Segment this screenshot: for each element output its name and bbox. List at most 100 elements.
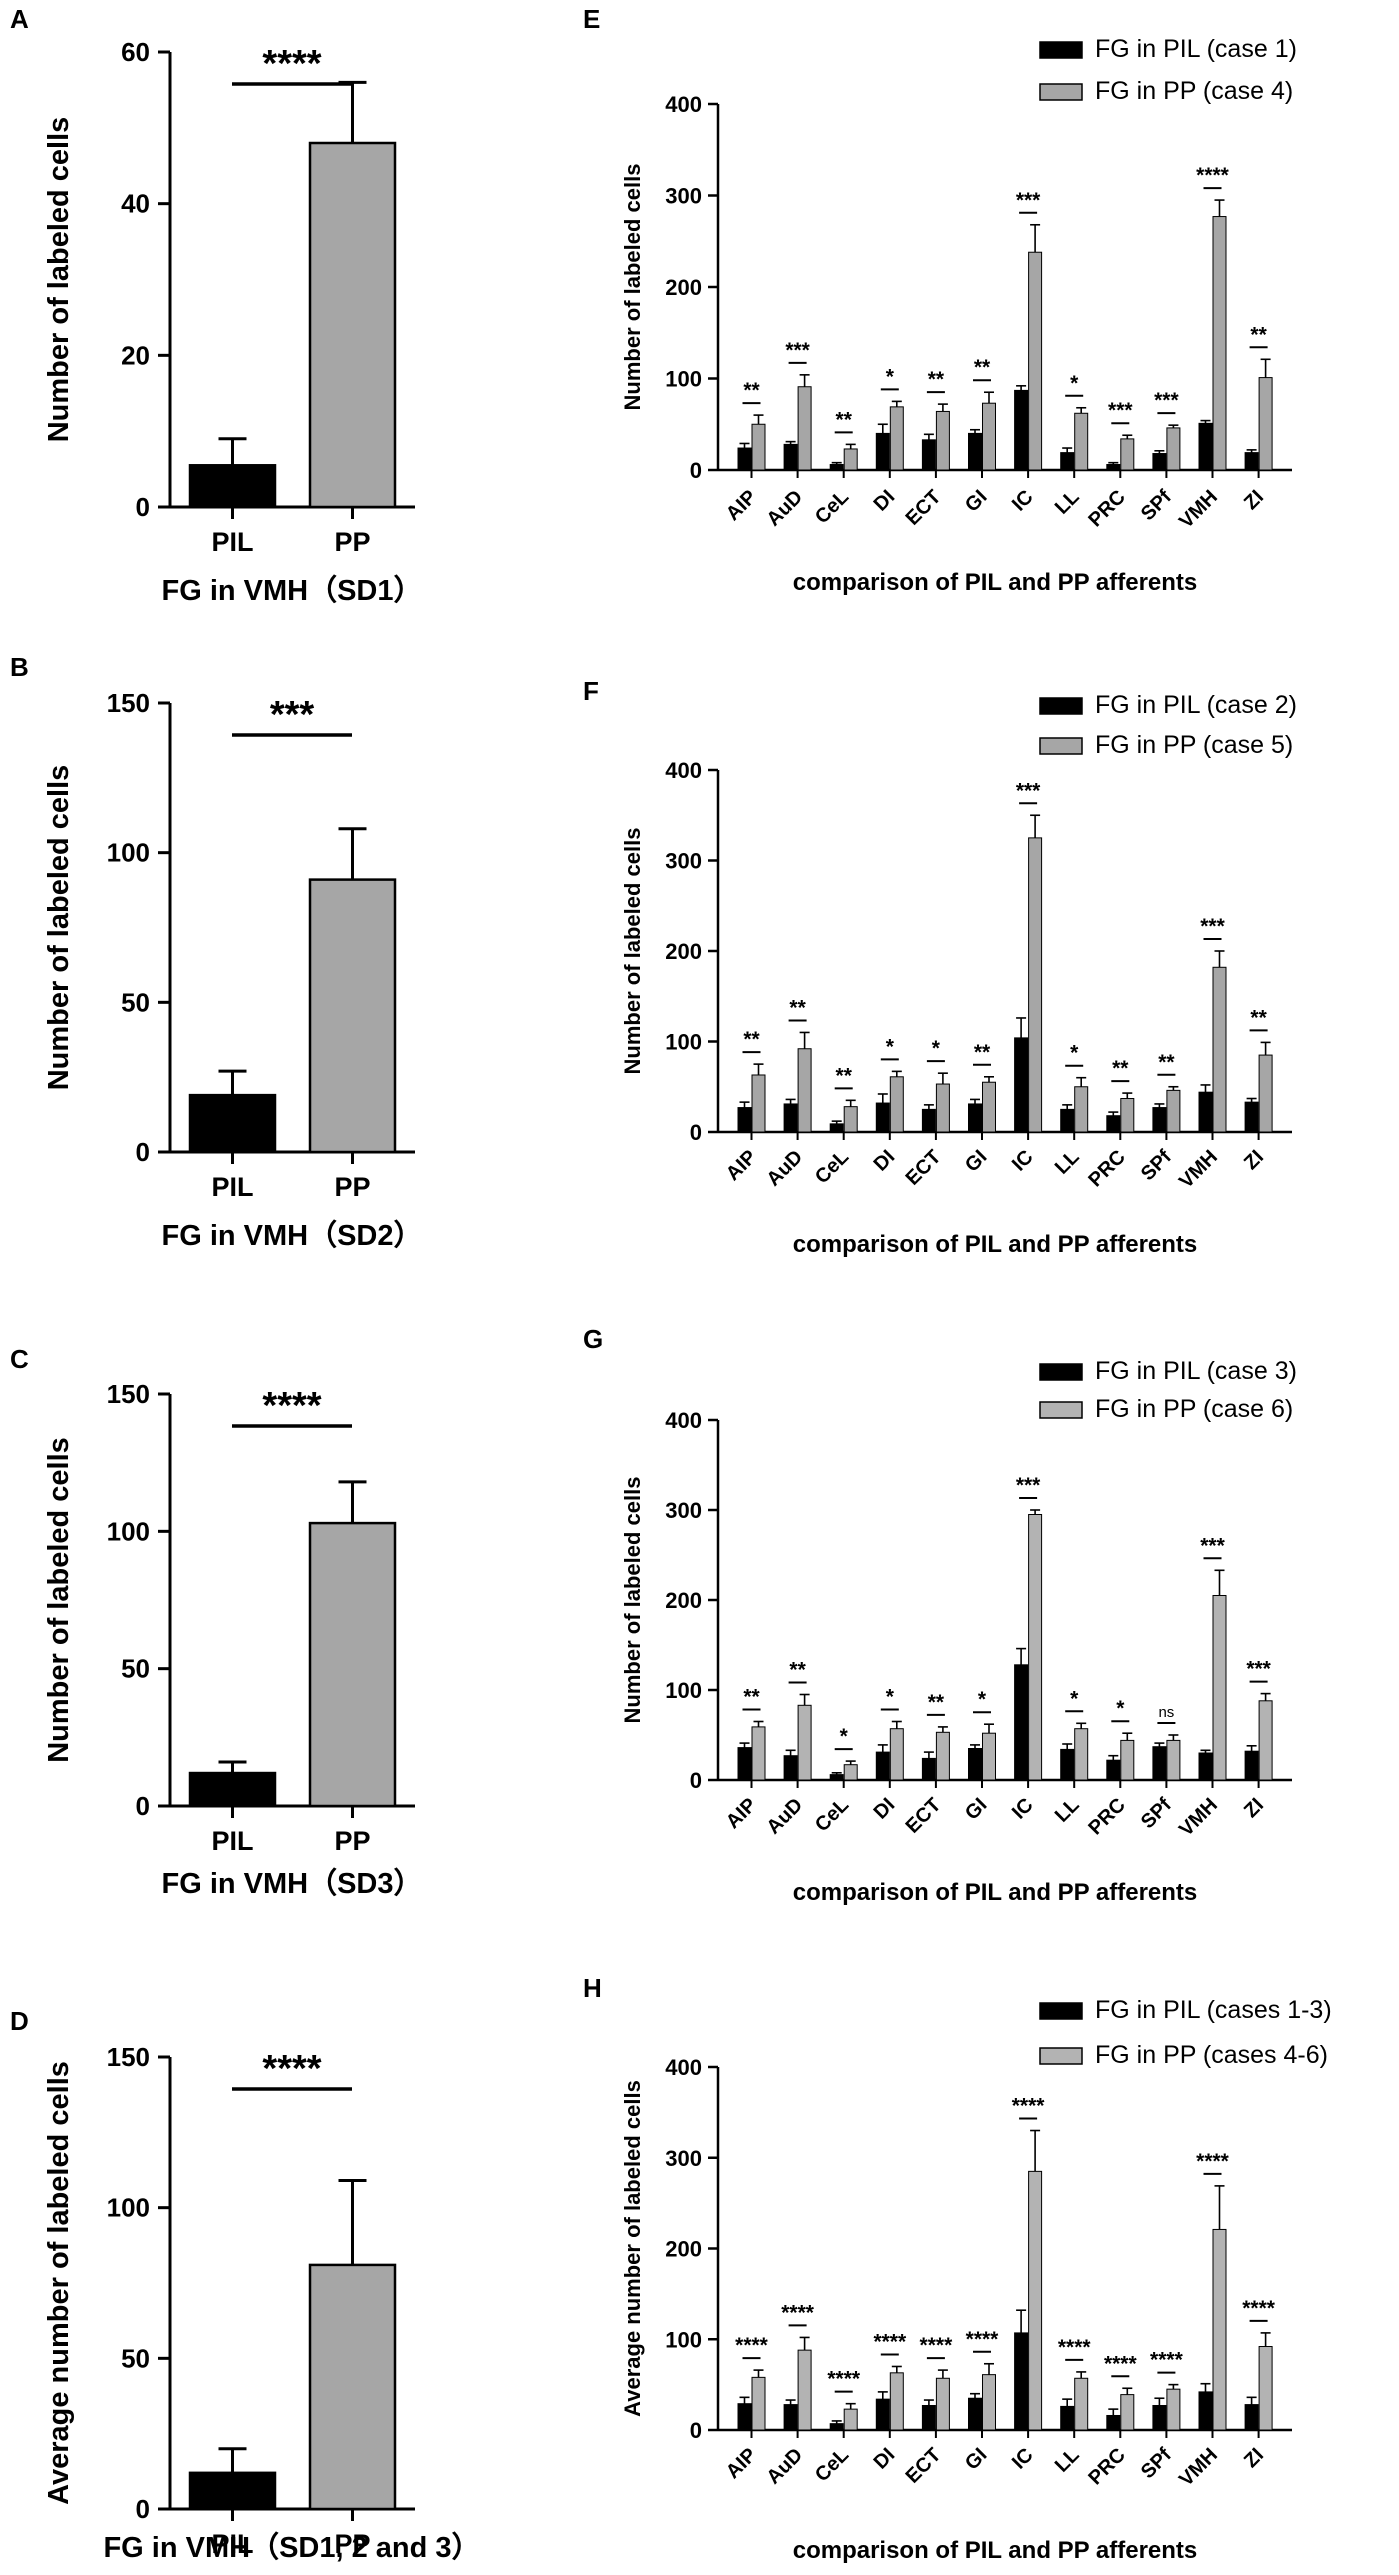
x-tick-label: PIL [211,1172,253,1202]
bar-vmh-pil [1198,2391,1213,2431]
x-tick-label: GI [961,1146,991,1176]
bar-ic-pp [1028,1514,1043,1781]
x-tick-label: GI [961,486,991,516]
significance-stars: *** [1200,1534,1225,1557]
significance-stars: *** [1108,399,1133,422]
bar-aip-pp [751,423,766,471]
bar-ll-pil [1060,452,1075,471]
significance-stars: **** [735,2334,769,2357]
bar-gi-pp [982,2374,996,2431]
panel-letter: B [10,652,29,682]
x-tick-label: PRC [1084,1146,1129,1191]
bar-cel-pp [843,448,858,471]
panel-e: E FG in PIL (case 1) FG in PP (case 4) 0 100… [583,4,1297,596]
bar-ect-pil [921,2404,936,2431]
significance-stars: **** [1196,2150,1230,2173]
y-tick-label: 0 [136,2494,150,2524]
x-tick-label: DI [870,2444,900,2474]
x-tick-label: SPf [1137,1146,1176,1185]
significance-stars: * [932,1037,941,1060]
legend-label: FG in PIL (case 2) [1095,691,1297,719]
x-tick-label: SPf [1137,2444,1176,2483]
legend-swatch [1039,737,1083,755]
x-tick-label: DI [870,486,900,516]
significance-stars: **** [1012,2095,1046,2118]
bar-spf-pil [1152,453,1167,471]
significance-stars: ** [743,1686,760,1709]
bar-ic-pil [1014,2332,1029,2431]
y-tick-label: 100 [665,1678,702,1703]
bar-vmh-pil [1198,422,1213,471]
bar-ll-pil [1060,1748,1075,1781]
x-tick-label: AIP [722,2444,761,2483]
x-tick-label: VMH [1175,2444,1222,2491]
significance-stars: *** [1154,389,1179,412]
bar-cel-pil [829,1123,844,1133]
y-tick-label: 20 [121,340,150,370]
y-tick-label: 400 [665,92,702,117]
bar-pil [188,1093,277,1154]
significance-stars: ** [1250,323,1267,346]
legend-label: FG in PIL (case 3) [1095,1357,1297,1385]
y-tick-label: 0 [136,1791,150,1821]
x-tick-label: PIL [211,1826,253,1856]
y-tick-label: 400 [665,1408,702,1433]
x-tick-label: CeL [811,1146,853,1188]
bar-prc-pp [1120,1098,1135,1133]
x-tick-label: PIL [211,2529,253,2559]
y-tick-label: 50 [121,987,150,1017]
y-tick-label: 100 [665,367,702,392]
y-tick-label: 100 [107,1516,150,1546]
significance-stars: ** [836,1064,853,1087]
x-tick-label: IC [1008,1794,1038,1824]
bar-gi-pil [968,1103,982,1133]
x-tick-label: AIP [722,1146,761,1185]
significance-stars: **** [873,2330,907,2353]
significance-stars: * [1070,1687,1079,1710]
significance-stars: ** [836,408,853,431]
bar-gi-pil [968,2397,982,2431]
legend-swatch [1039,41,1083,59]
y-tick-label: 60 [121,37,150,67]
bar-cel-pp [843,2408,858,2431]
x-tick-label: DI [870,1794,900,1824]
x-tick-label: VMH [1175,1794,1222,1841]
x-tick-label: LL [1051,1146,1084,1179]
x-tick-label: AuD [763,1794,808,1839]
bar-pp [308,1521,397,1808]
panel-letter: A [10,4,29,34]
y-tick-label: 0 [690,458,702,483]
significance-stars: ** [1158,1051,1175,1074]
y-tick-label: 0 [136,492,150,522]
y-tick-label: 50 [121,2343,150,2373]
bar-zi-pil [1244,452,1259,471]
x-tick-label: IC [1008,486,1038,516]
significance-stars: ** [743,1028,760,1051]
x-tick-label: CeL [811,2444,853,2486]
x-tick-label: ZI [1240,486,1268,514]
significance-stars: ** [928,1691,945,1714]
significance-stars: ** [1250,1006,1267,1029]
legend-swatch [1039,2047,1083,2065]
panel-letter: H [583,1973,602,2003]
legend-swatch [1039,83,1083,101]
bar-ic-pil [1014,1664,1029,1781]
bar-prc-pp [1120,438,1135,471]
x-tick-label: GI [961,2444,991,2474]
x-axis-label: FG in VMH（SD1） [161,574,422,607]
bar-zi-pil [1244,2404,1259,2431]
bar-pp [308,878,397,1154]
y-axis-label: Average number of labeled cells [620,2080,645,2417]
x-tick-label: ECT [902,1146,946,1190]
y-tick-label: 300 [665,1498,702,1523]
panel-a: A 0 20 40 60 Number of labeled cells PIL PP ****… [10,4,423,607]
panel-g: G FG in PIL (case 3) FG in PP (case 6) 0 100… [583,1324,1297,1906]
significance-stars: ** [1112,1057,1129,1080]
significance-stars: ** [789,1659,806,1682]
bar-zi-pp [1258,1054,1273,1133]
significance-stars: ** [928,368,945,391]
legend-label: FG in PP (case 6) [1095,1395,1293,1423]
x-tick-label: ECT [902,2444,946,2488]
panel-f: F FG in PIL (case 2) FG in PP (case 5) 0 100… [583,676,1297,1258]
